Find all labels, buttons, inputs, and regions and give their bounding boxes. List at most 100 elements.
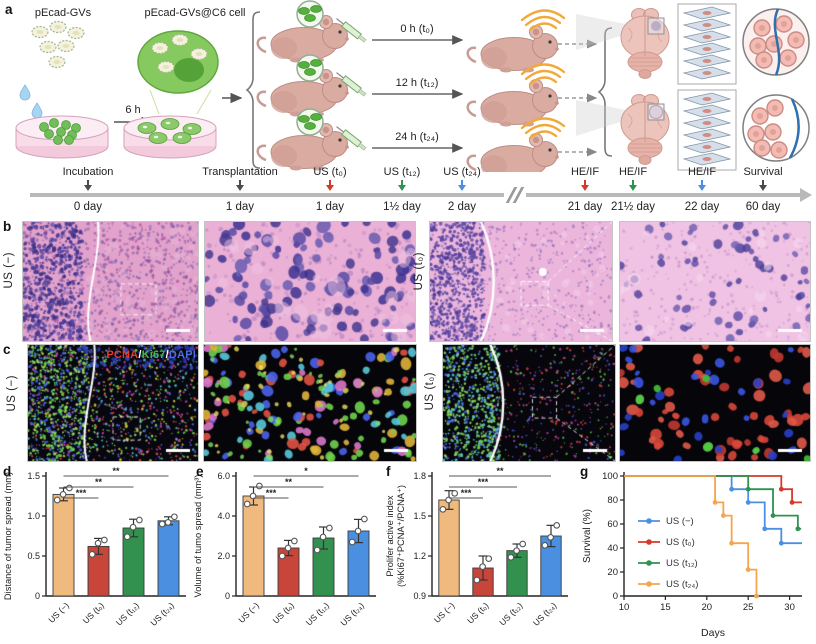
cell-label: pEcad-GVs@C6 cell bbox=[144, 7, 245, 19]
svg-text:US (−): US (−) bbox=[432, 600, 457, 625]
stain-label-part: DAPI bbox=[168, 349, 196, 361]
svg-text:Days: Days bbox=[701, 627, 725, 639]
svg-text:40: 40 bbox=[607, 543, 618, 554]
petri-dish-cells-icon bbox=[123, 115, 217, 159]
row-b-right-label: US (t₀) bbox=[413, 252, 425, 291]
svg-text:0.5: 0.5 bbox=[27, 551, 40, 561]
svg-text:10: 10 bbox=[619, 602, 630, 613]
he-image-us-t0-low bbox=[429, 221, 613, 342]
svg-text:***: *** bbox=[266, 488, 277, 498]
droplet-icon bbox=[19, 84, 31, 101]
panel-letter-c: c bbox=[3, 342, 11, 357]
if-image-us-t0-low bbox=[442, 344, 616, 462]
svg-text:0.9: 0.9 bbox=[413, 591, 426, 601]
svg-text:100: 100 bbox=[602, 471, 618, 482]
svg-text:Survival (%): Survival (%) bbox=[582, 509, 593, 563]
svg-text:4.0: 4.0 bbox=[217, 511, 230, 521]
panel-letter-f: f bbox=[386, 464, 391, 479]
chart-panel-d: d 0 0.5 1.0 1.5 US (−) US (t₀) US (t₁₂) US (t₂₄… bbox=[0, 462, 196, 644]
svg-text:1.8: 1.8 bbox=[413, 471, 426, 481]
histology-inset-icon bbox=[743, 95, 809, 161]
svg-text:US (−): US (−) bbox=[666, 516, 694, 527]
svg-text:US (−): US (−) bbox=[46, 600, 71, 625]
bar-chart-distance: 0 0.5 1.0 1.5 US (−) US (t₀) US (t₁₂) US (t₂₄) *… bbox=[3, 466, 186, 628]
right-brace bbox=[597, 27, 613, 157]
timeline-item: HE/IF 21 day bbox=[567, 166, 603, 213]
mouse-ultrasound-icon bbox=[468, 118, 564, 172]
svg-text:*: * bbox=[304, 466, 308, 476]
slide-stack-icon bbox=[678, 90, 736, 170]
svg-text:1.5: 1.5 bbox=[27, 471, 40, 481]
svg-text:US (t₁₂): US (t₁₂) bbox=[114, 600, 141, 627]
mouse-ultrasound-icon bbox=[468, 10, 564, 72]
he-image-us-minus-high bbox=[204, 221, 416, 342]
timeline: Incubation 0 day Transplantation 1 day US (t… bbox=[0, 166, 816, 220]
row-b-left-label: US (−) bbox=[3, 252, 15, 289]
survival-curve-chart: 0 20 40 60 80 100 10 15 20 25 30 US (−) US (t₀) US (t… bbox=[582, 471, 802, 639]
brain-icon bbox=[575, 94, 670, 165]
svg-text:***: *** bbox=[461, 488, 472, 498]
svg-text:1.5: 1.5 bbox=[413, 511, 426, 521]
svg-text:0: 0 bbox=[225, 591, 230, 601]
magnify-cone bbox=[149, 89, 212, 115]
svg-text:0: 0 bbox=[35, 591, 40, 601]
if-image-us-minus-low bbox=[27, 344, 199, 462]
chart-panel-e: e 0 2.0 4.0 6.0 US (−) US (t₀) US (t₁₂) US (t₂₄… bbox=[190, 462, 386, 644]
timeline-item: Incubation 0 day bbox=[62, 166, 114, 213]
mouse-ultrasound-icon bbox=[468, 64, 564, 126]
gv-cluster-icon bbox=[31, 20, 85, 69]
svg-text:**: ** bbox=[95, 477, 103, 487]
row-c-right-label: US (t₀) bbox=[424, 372, 436, 411]
bar-chart-proliferation: 0.9 1.2 1.5 1.8 US (−) US (t₀) US (t₁₂) US (t₂₄… bbox=[385, 466, 568, 628]
timeline-item: HE/IF 22 day bbox=[684, 166, 720, 213]
svg-text:US (−): US (−) bbox=[236, 600, 261, 625]
stain-label-part: / bbox=[165, 349, 169, 361]
petri-dish-icon bbox=[15, 115, 109, 159]
svg-text:US (t₁₂): US (t₁₂) bbox=[666, 558, 698, 569]
svg-text:25: 25 bbox=[743, 602, 754, 613]
svg-text:US (t₀): US (t₀) bbox=[271, 600, 296, 625]
svg-text:US (t₁₂): US (t₁₂) bbox=[304, 600, 331, 627]
chart-panel-g: g 0 20 40 60 80 100 10 15 20 25 30 US (−) US (t₀) US … bbox=[578, 462, 816, 644]
mouse-injection-icon bbox=[258, 55, 367, 117]
svg-text:US (t₂₄): US (t₂₄) bbox=[148, 600, 176, 628]
svg-text:**: ** bbox=[285, 477, 293, 487]
panel-letter-a: a bbox=[5, 2, 13, 17]
slide-stack-icon bbox=[678, 4, 736, 84]
svg-text:Volume of tumo spread (mm³): Volume of tumo spread (mm³) bbox=[193, 475, 203, 598]
gv-label: pEcad-GVs bbox=[35, 7, 92, 19]
svg-text:20: 20 bbox=[702, 602, 713, 613]
brain-icon bbox=[575, 8, 670, 79]
droplet-icon bbox=[31, 102, 43, 119]
svg-text:20: 20 bbox=[607, 567, 618, 578]
if-stain-legend: PCNA/Ki67/DAPI bbox=[62, 349, 196, 361]
svg-text:1.0: 1.0 bbox=[27, 511, 40, 521]
svg-text:6.0: 6.0 bbox=[217, 471, 230, 481]
svg-text:**: ** bbox=[496, 466, 504, 476]
row-c-left-label: US (−) bbox=[6, 375, 18, 412]
panel-letter-e: e bbox=[196, 464, 204, 479]
svg-text:US (t₀): US (t₀) bbox=[465, 600, 490, 625]
delay-label-24h: 24 h (t₂₄) bbox=[395, 131, 439, 143]
svg-text:1.2: 1.2 bbox=[413, 551, 426, 561]
mouse-injection-icon bbox=[258, 109, 367, 171]
bar-chart-volume: 0 2.0 4.0 6.0 US (−) US (t₀) US (t₁₂) US (t₂₄) *… bbox=[193, 466, 376, 628]
stain-label-part: / bbox=[138, 349, 142, 361]
timeline-bar bbox=[30, 193, 800, 197]
svg-text:US (t₂₄): US (t₂₄) bbox=[338, 600, 366, 628]
svg-text:80: 80 bbox=[607, 495, 618, 506]
svg-text:US (t₂₄): US (t₂₄) bbox=[666, 579, 698, 590]
timeline-break bbox=[504, 187, 526, 203]
gv-loaded-cell-icon bbox=[137, 30, 219, 94]
svg-text:15: 15 bbox=[660, 602, 671, 613]
panel-letter-g: g bbox=[580, 464, 589, 479]
left-brace bbox=[245, 11, 261, 169]
delay-label-12h: 12 h (t₁₂) bbox=[396, 77, 439, 89]
svg-text:2.0: 2.0 bbox=[217, 551, 230, 561]
chart-panel-f: f 0.9 1.2 1.5 1.8 US (−) US (t₀) US (t₁₂) US (t… bbox=[382, 462, 578, 644]
timeline-item: US (t₀) 1 day bbox=[313, 166, 347, 213]
he-image-us-minus-low bbox=[22, 221, 199, 342]
schematic-panel-a: pEcad-GVs 6 h pEcad-GVs@C6 cell bbox=[15, 0, 816, 172]
svg-text:30: 30 bbox=[784, 602, 795, 613]
